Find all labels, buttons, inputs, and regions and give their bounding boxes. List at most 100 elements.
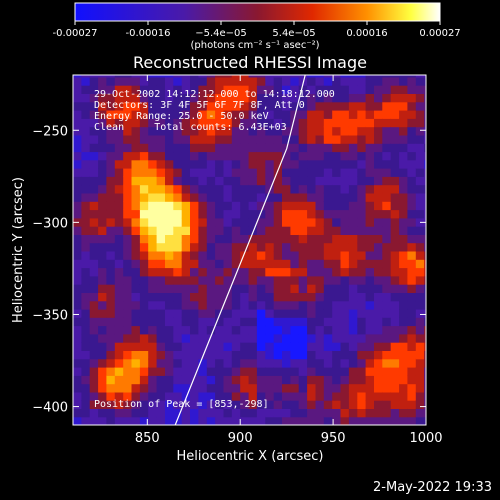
heatmap-cell (340, 292, 350, 302)
heatmap-cell (256, 267, 266, 277)
heatmap-cell (89, 391, 99, 401)
heatmap-cell (131, 400, 141, 409)
heatmap-cell (382, 226, 392, 235)
heatmap-cell (173, 209, 183, 219)
heatmap-cell (399, 333, 409, 343)
heatmap-cell (390, 93, 400, 103)
heatmap-cell (399, 184, 409, 194)
heatmap-cell (290, 101, 300, 111)
heatmap-cell (399, 134, 409, 144)
heatmap-cell (315, 151, 325, 161)
heatmap-cell (365, 342, 375, 351)
heatmap-cell (307, 333, 317, 343)
colorbar-tick-label: 0.00016 (346, 28, 387, 39)
heatmap-cell (382, 383, 392, 393)
heatmap-cell (282, 217, 291, 227)
heatmap-cell (374, 391, 383, 401)
heatmap-cell (298, 267, 308, 277)
heatmap-cell (390, 350, 400, 360)
heatmap-cell (382, 75, 392, 78)
heatmap-cell (323, 143, 333, 153)
heatmap-cell (165, 242, 174, 252)
heatmap-cell (382, 375, 392, 385)
heatmap-cell (240, 151, 250, 161)
heatmap-cell (407, 275, 417, 285)
heatmap-cell (265, 250, 275, 260)
heatmap-cell (307, 101, 317, 111)
heatmap-cell (240, 367, 250, 376)
heatmap-cell (374, 416, 383, 425)
heatmap-cell (198, 217, 208, 227)
heatmap-cell (131, 85, 141, 94)
heatmap-cell (399, 292, 409, 302)
heatmap-cell (206, 192, 216, 202)
heatmap-cell (382, 259, 392, 269)
heatmap-cell (265, 110, 275, 119)
heatmap-cell (415, 333, 425, 343)
heatmap-cell (332, 234, 342, 244)
heatmap-cell (81, 391, 91, 401)
heatmap-cell (290, 358, 300, 368)
plot-frame (72, 74, 427, 426)
heatmap-cell (98, 358, 108, 368)
heatmap-cell (173, 367, 183, 376)
heatmap-cell (282, 93, 291, 103)
heatmap-cell (265, 201, 275, 211)
heatmap-cell (424, 358, 426, 368)
heatmap-cell (365, 85, 375, 94)
heatmap-cell (98, 267, 108, 277)
heatmap-cell (256, 250, 266, 260)
heatmap-cell (215, 209, 225, 219)
heatmap-cell (273, 317, 283, 327)
heatmap-cell (215, 76, 225, 86)
heatmap-cell (73, 383, 82, 393)
heatmap-cell (273, 408, 283, 418)
heatmap-cell (181, 118, 191, 128)
heatmap-cell (282, 292, 291, 302)
heatmap-cell (265, 333, 275, 343)
heatmap-cell (399, 110, 409, 119)
heatmap-cell (340, 317, 350, 327)
heatmap-cell (73, 300, 82, 310)
annotation-clean: Clean Total counts: 6.43E+03 (94, 122, 287, 133)
heatmap-cell (307, 375, 317, 385)
heatmap-cell (298, 168, 308, 177)
heatmap-cell (89, 358, 99, 368)
heatmap-cell (206, 75, 216, 78)
heatmap-cell (123, 350, 133, 360)
heatmap-cell (190, 234, 199, 244)
y-tick-label: −350 (32, 308, 68, 323)
heatmap-cell (165, 259, 174, 269)
heatmap-cell (365, 400, 375, 409)
heatmap-cell (282, 350, 291, 360)
heatmap-cell (73, 284, 82, 293)
heatmap-cell (123, 383, 133, 393)
heatmap-cell (298, 192, 308, 202)
heatmap-cell (206, 101, 216, 111)
heatmap-cell (273, 134, 283, 144)
heatmap-cell (123, 342, 133, 351)
heatmap-cell (215, 350, 225, 360)
heatmap-cell (148, 391, 158, 401)
heatmap-cell (298, 209, 308, 219)
heatmap-cell (407, 184, 417, 194)
heatmap-cell (156, 176, 166, 186)
heatmap-cell (73, 400, 82, 409)
heatmap-cell (340, 201, 350, 211)
heatmap-cell (231, 201, 241, 211)
heatmap-cell (98, 217, 108, 227)
heatmap-cell (206, 350, 216, 360)
heatmap-cell (231, 408, 241, 418)
heatmap-cell (382, 85, 392, 94)
heatmap-cell (73, 267, 82, 277)
heatmap-cell (374, 176, 383, 186)
heatmap-cell (240, 217, 250, 227)
heatmap-cell (282, 101, 291, 111)
heatmap-cell (282, 192, 291, 202)
heatmap-cell (190, 259, 199, 269)
heatmap-cell (415, 134, 425, 144)
heatmap-cell (357, 134, 367, 144)
heatmap-cell (89, 383, 99, 393)
heatmap-cell (89, 101, 99, 111)
heatmap-cell (315, 416, 325, 425)
